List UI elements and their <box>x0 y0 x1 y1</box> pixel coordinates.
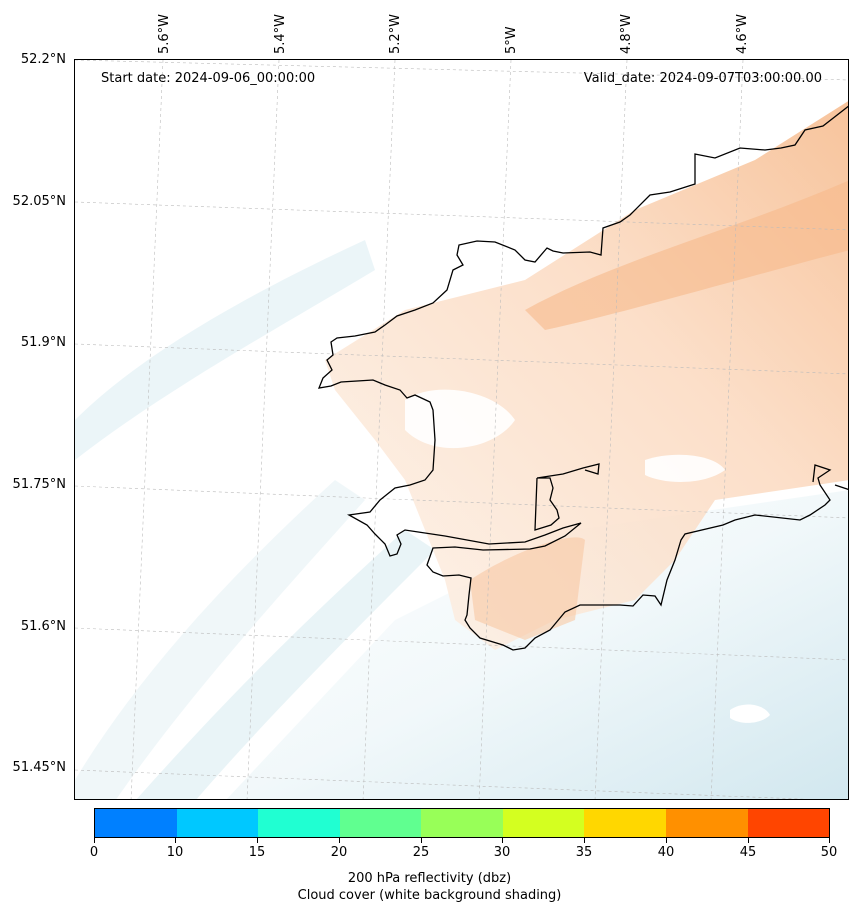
colorbar-tick <box>175 838 176 843</box>
colorbar-tick-label: 40 <box>657 845 675 860</box>
colorbar-segment <box>584 809 666 837</box>
coastline-east-edge <box>834 484 848 491</box>
colorbar-tick <box>829 838 830 843</box>
colorbar-segment <box>747 809 830 837</box>
lon-label-5-0: 5°W <box>504 26 519 54</box>
lat-label-52-2: 52.2°N <box>20 52 66 67</box>
lat-label-51-6: 51.6°N <box>20 619 66 634</box>
lat-label-51-9: 51.9°N <box>20 335 66 350</box>
coastline-inlet <box>534 463 600 531</box>
colorbar-segment <box>258 809 340 837</box>
reflectivity-colorbar <box>94 808 830 838</box>
lon-label-5-4: 5.4°W <box>273 13 288 54</box>
clear-patch-3 <box>730 704 770 723</box>
lat-label-51-45: 51.45°N <box>12 760 66 775</box>
colorbar-segment <box>421 809 503 837</box>
colorbar-tick <box>94 838 95 843</box>
colorbar-segment <box>176 809 259 837</box>
cloud-shading-southeast <box>226 490 848 799</box>
colorbar-tick-label: 0 <box>89 845 99 860</box>
colorbar-segment <box>95 809 177 837</box>
map-canvas <box>75 60 848 799</box>
clear-patch-2 <box>645 454 725 482</box>
coastline-main <box>317 105 848 651</box>
colorbar-tick-label: 10 <box>166 845 184 860</box>
lon-label-5-2: 5.2°W <box>388 13 403 54</box>
colorbar-sublabel: Cloud cover (white background shading) <box>297 888 562 903</box>
colorbar-tick-label: 50 <box>820 845 838 860</box>
colorbar-tick-label: 15 <box>248 845 266 860</box>
colorbar-segment <box>502 809 585 837</box>
start-date-label: Start date: 2024-09-06_00:00:00 <box>101 71 316 86</box>
colorbar-tick <box>421 838 422 843</box>
colorbar-label: 200 hPa reflectivity (dbz) <box>347 871 512 886</box>
colorbar-tick <box>257 838 258 843</box>
lat-label-51-75: 51.75°N <box>12 477 66 492</box>
colorbar-tick <box>584 838 585 843</box>
lon-label-5-6: 5.6°W <box>157 13 172 54</box>
colorbar-tick <box>502 838 503 843</box>
land-shading-south <box>470 537 585 640</box>
colorbar-tick <box>666 838 667 843</box>
graticule <box>75 60 848 799</box>
colorbar-tick-label: 35 <box>575 845 593 860</box>
colorbar-segment <box>339 809 422 837</box>
colorbar-segment <box>665 809 748 837</box>
clear-patch-1 <box>405 389 515 449</box>
map-panel[interactable]: Start date: 2024-09-06_00:00:00 Valid_da… <box>74 59 849 800</box>
colorbar-tick-label: 25 <box>412 845 430 860</box>
colorbar-tick-label: 45 <box>739 845 757 860</box>
colorbar-tick-label: 20 <box>330 845 348 860</box>
lon-label-4-8: 4.8°W <box>619 13 634 54</box>
colorbar-tick-label: 30 <box>493 845 511 860</box>
cloud-shading-southwest <box>75 480 365 799</box>
colorbar-tick <box>339 838 340 843</box>
colorbar-tick <box>748 838 749 843</box>
land-shading-peak <box>525 180 848 330</box>
lat-label-52-05: 52.05°N <box>12 194 66 209</box>
valid-date-label: Valid_date: 2024-09-07T03:00:00.00 <box>583 71 822 86</box>
lon-label-4-6: 4.6°W <box>735 13 750 54</box>
cloud-shading-lower-band <box>136 530 435 799</box>
